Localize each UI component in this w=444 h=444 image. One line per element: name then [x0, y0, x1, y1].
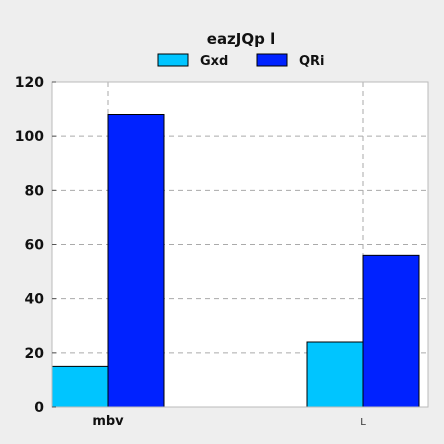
y-tick-label: 40	[25, 292, 45, 308]
legend-swatch-qri	[256, 53, 288, 67]
bar-qri-mbv	[107, 114, 165, 408]
y-tick-label: 120	[15, 75, 44, 91]
bar-gxd-mbv	[51, 365, 109, 408]
y-tick-label: 60	[25, 238, 45, 254]
x-tick-label: L	[360, 417, 366, 428]
legend-label-qri: QRi	[299, 54, 325, 69]
legend-title: eazJQp l	[207, 30, 275, 48]
y-tick-label: 0	[34, 400, 44, 416]
y-tick-label: 100	[15, 129, 44, 145]
bar-qri-l	[362, 254, 420, 408]
x-tick-label: mbv	[92, 414, 124, 429]
legend-swatch-gxd	[157, 53, 189, 67]
bars-group	[51, 114, 420, 408]
bar-gxd-l	[306, 341, 364, 408]
legend: eazJQp l Gxd QRi	[157, 30, 325, 69]
y-axis: 0 20 40 60 80 100 120	[15, 75, 56, 416]
y-tick-label: 20	[25, 346, 45, 362]
legend-label-gxd: Gxd	[200, 54, 228, 69]
x-axis: mbv L	[92, 414, 366, 429]
y-tick-label: 80	[25, 183, 45, 199]
